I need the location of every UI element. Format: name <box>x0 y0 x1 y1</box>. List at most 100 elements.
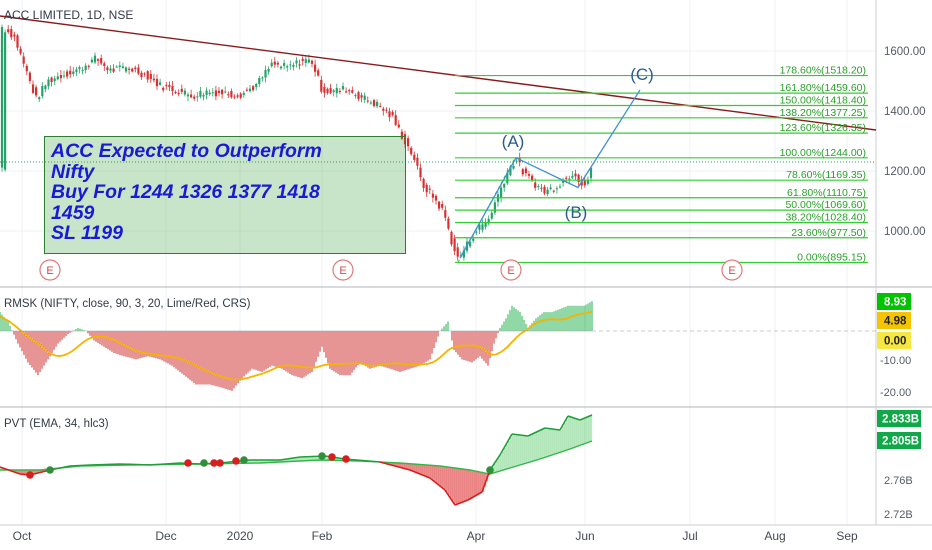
pvt-fill-slice <box>398 462 401 467</box>
candle-body <box>289 64 292 66</box>
candle-body <box>348 90 351 92</box>
pvt-fill-slice <box>298 457 301 462</box>
wave-label: (A) <box>502 132 525 151</box>
rmsk-value-badge <box>877 332 911 349</box>
pvt-fill-slice <box>256 460 259 464</box>
pvt-fill-slice <box>444 466 447 490</box>
candle-body <box>391 111 394 116</box>
candle-body <box>521 169 524 175</box>
candle-body <box>258 77 261 85</box>
pvt-fill-slice <box>24 470 27 475</box>
x-tick-label: Oct <box>13 529 32 543</box>
pvt-fill-slice <box>416 464 419 473</box>
pvt-fill-slice <box>466 469 469 501</box>
pvt-fill-slice <box>452 467 455 501</box>
pvt-crossover-dot <box>210 459 218 467</box>
pvt-fill-slice <box>262 460 265 463</box>
candle-body <box>524 168 527 174</box>
pvt-value-badge-label: 2.805B <box>882 436 919 448</box>
pvt-fill-slice <box>280 460 283 462</box>
candle-body <box>534 182 537 188</box>
pvt-fill-slice <box>496 461 499 473</box>
candle-body <box>50 77 53 83</box>
candle-body <box>66 71 69 77</box>
pvt-fill-slice <box>270 460 273 463</box>
pvt-crossover-dot <box>342 455 350 463</box>
candle-body <box>515 160 518 162</box>
candle-body <box>320 79 323 92</box>
candle-body <box>413 154 416 160</box>
pvt-fill-slice <box>294 457 297 462</box>
candle-body <box>4 32 7 170</box>
pvt-fill-slice <box>484 472 487 487</box>
candle-body <box>481 224 484 230</box>
candle-body <box>7 29 10 33</box>
annotation-line-3: Buy For 1244 1326 1377 1418 <box>51 181 320 203</box>
candle-body <box>472 238 475 241</box>
candle-body <box>441 204 444 208</box>
pvt-fill-slice <box>464 469 467 502</box>
pvt-line-segment <box>89 463 121 466</box>
earnings-marker-label: E <box>339 265 346 277</box>
x-tick-label: Apr <box>467 529 486 543</box>
candle-body <box>22 56 25 64</box>
candle-body <box>422 178 425 188</box>
candle-body <box>47 79 50 87</box>
candle-body <box>199 91 202 97</box>
candle-body <box>236 95 239 97</box>
candle-body <box>128 68 131 70</box>
candle-body <box>171 85 174 92</box>
pvt-fill-slice <box>510 437 513 468</box>
candle-body <box>155 78 159 87</box>
candle-body <box>512 165 515 169</box>
pvt-fill-slice <box>478 471 481 495</box>
pvt-value-badge <box>877 432 921 449</box>
candle-body <box>53 78 56 82</box>
pvt-fill-slice <box>458 468 461 504</box>
pvt-fill-slice <box>412 463 415 471</box>
pvt-crossover-dot <box>184 459 192 467</box>
wave-label: (B) <box>565 203 588 222</box>
candle-body <box>453 238 456 252</box>
candle-body <box>134 67 137 70</box>
earnings-marker <box>721 259 743 281</box>
pvt-fill-slice <box>556 429 559 454</box>
pvt-fill-slice <box>548 428 551 457</box>
pvt-fill-slice <box>38 470 41 473</box>
candle-body <box>115 66 118 68</box>
candle-body <box>493 202 496 213</box>
pvt-fill-slice <box>306 456 309 461</box>
candle-body <box>180 88 183 92</box>
pvt-crossover-dot <box>200 459 208 467</box>
pvt-fill-slice <box>304 456 307 461</box>
pvt-line-segment <box>499 433 513 456</box>
candle-body <box>124 67 128 72</box>
candle-body <box>323 86 326 93</box>
candle-body <box>484 222 487 227</box>
earnings-marker <box>39 259 61 281</box>
pvt-line-segment <box>559 415 569 431</box>
earnings-marker-label: E <box>728 265 735 277</box>
pvt-fill-slice <box>436 465 439 483</box>
pvt-line-segment <box>511 433 529 437</box>
pvt-fill-slice <box>448 467 451 495</box>
pvt-fill-slice <box>540 430 543 459</box>
candle-body <box>577 174 580 183</box>
pvt-fill-slice <box>450 467 453 498</box>
pvt-fill-slice <box>424 464 427 476</box>
pvt-fill-slice <box>272 460 275 463</box>
candle-body <box>490 212 493 219</box>
pvt-fill-slice <box>552 428 555 455</box>
elliott-wave-path <box>459 89 641 259</box>
pvt-fill-slice <box>568 416 571 450</box>
pvt-fill-slice <box>430 465 433 478</box>
pvt-fill-slice <box>268 460 271 463</box>
candle-body <box>143 73 146 75</box>
candle-body <box>248 88 252 92</box>
candle-body <box>56 76 59 80</box>
pvt-fill-slice <box>282 459 285 462</box>
pvt-fill-slice <box>546 428 549 457</box>
candle-body <box>131 68 134 72</box>
pvt-line-segment <box>119 463 151 466</box>
candle-body <box>149 73 152 79</box>
